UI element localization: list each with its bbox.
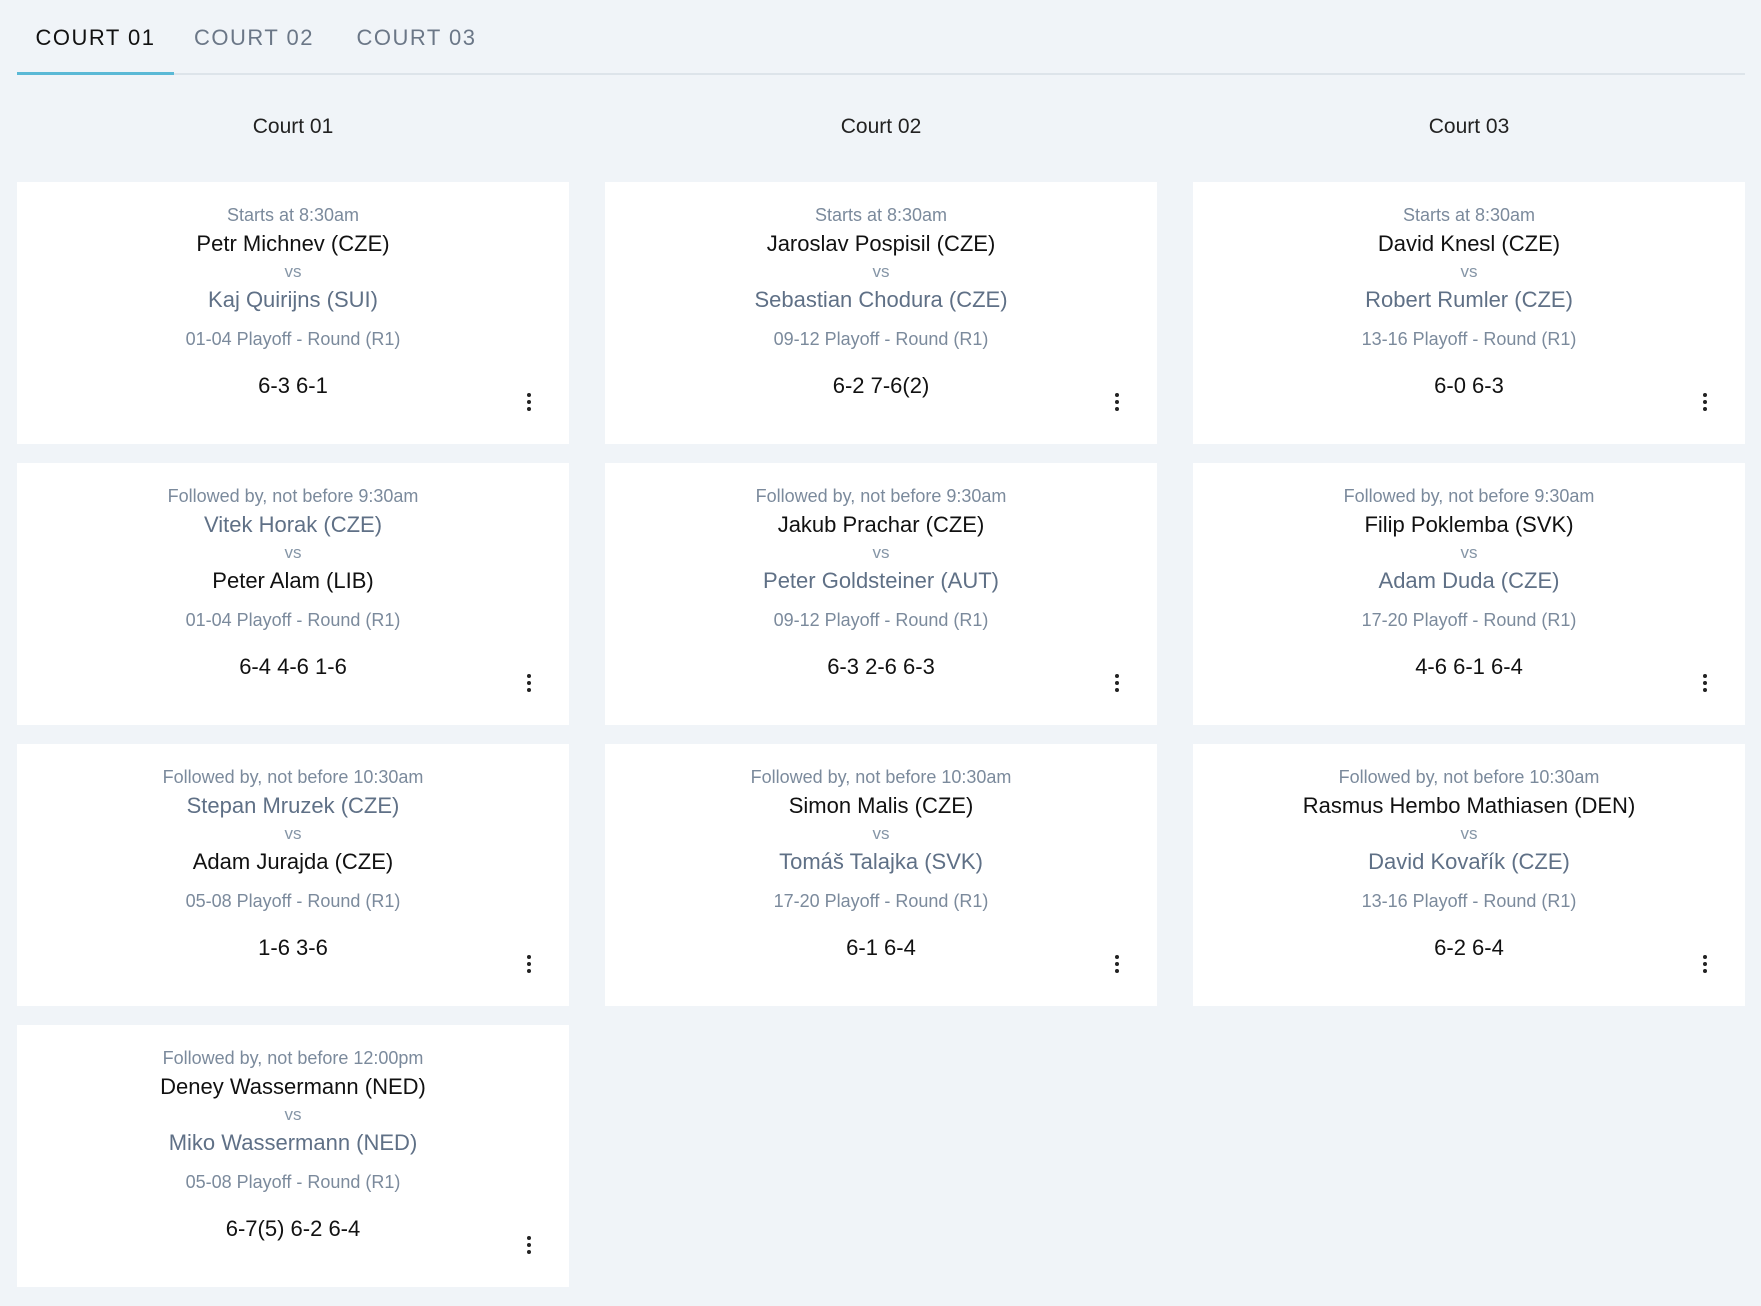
match-round: 17-20 Playoff - Round (R1) bbox=[1361, 610, 1577, 630]
more-options-icon[interactable] bbox=[1695, 951, 1715, 977]
court-column-03: Court 03 Starts at 8:30am David Knesl (CZ… bbox=[1193, 100, 1745, 1306]
match-round: 13-16 Playoff - Round (R1) bbox=[1361, 329, 1577, 349]
match-round: 09-12 Playoff - Round (R1) bbox=[773, 329, 989, 349]
player-two[interactable]: Robert Rumler (CZE) bbox=[1365, 287, 1573, 312]
match-timing: Followed by, not before 10:30am bbox=[1338, 767, 1600, 787]
player-one[interactable]: Jaroslav Pospisil (CZE) bbox=[766, 231, 996, 256]
match-card: Followed by, not before 10:30am Simon Mal… bbox=[605, 744, 1157, 1006]
vs-label: vs bbox=[1460, 262, 1478, 281]
court-tabs: COURT 01 COURT 02 COURT 03 bbox=[17, 0, 1745, 75]
match-score: 6-4 4-6 1-6 bbox=[239, 654, 347, 679]
tab-court-01[interactable]: COURT 01 bbox=[17, 2, 174, 75]
vs-label: vs bbox=[284, 824, 302, 843]
match-card: Followed by, not before 10:30am Rasmus He… bbox=[1193, 744, 1745, 1006]
more-options-icon[interactable] bbox=[1695, 389, 1715, 415]
vs-label: vs bbox=[1460, 543, 1478, 562]
player-one[interactable]: Filip Poklemba (SVK) bbox=[1364, 512, 1574, 537]
vs-label: vs bbox=[872, 824, 890, 843]
courts-grid: Court 01 Starts at 8:30am Petr Michnev (C… bbox=[17, 100, 1745, 1306]
match-timing: Followed by, not before 10:30am bbox=[162, 767, 424, 787]
more-options-icon[interactable] bbox=[519, 670, 539, 696]
match-round: 01-04 Playoff - Round (R1) bbox=[185, 329, 401, 349]
court-column-02: Court 02 Starts at 8:30am Jaroslav Pospis… bbox=[605, 100, 1157, 1306]
player-one[interactable]: Stepan Mruzek (CZE) bbox=[186, 793, 400, 818]
match-card: Followed by, not before 9:30am Jakub Prac… bbox=[605, 463, 1157, 725]
match-timing: Followed by, not before 12:00pm bbox=[162, 1048, 424, 1068]
player-two[interactable]: Peter Alam (LIB) bbox=[212, 568, 374, 593]
player-one[interactable]: Deney Wassermann (NED) bbox=[160, 1074, 426, 1099]
match-timing: Starts at 8:30am bbox=[226, 205, 360, 225]
match-score: 6-1 6-4 bbox=[846, 935, 916, 960]
match-score: 4-6 6-1 6-4 bbox=[1415, 654, 1523, 679]
vs-label: vs bbox=[1460, 824, 1478, 843]
player-two[interactable]: Miko Wassermann (NED) bbox=[168, 1130, 418, 1155]
match-score: 6-3 2-6 6-3 bbox=[827, 654, 935, 679]
more-options-icon[interactable] bbox=[1695, 670, 1715, 696]
more-options-icon[interactable] bbox=[1107, 670, 1127, 696]
match-score: 6-3 6-1 bbox=[258, 373, 328, 398]
more-options-icon[interactable] bbox=[1107, 389, 1127, 415]
more-options-icon[interactable] bbox=[519, 951, 539, 977]
match-score: 6-0 6-3 bbox=[1434, 373, 1504, 398]
player-one[interactable]: Rasmus Hembo Mathiasen (DEN) bbox=[1302, 793, 1636, 818]
match-card: Starts at 8:30am Petr Michnev (CZE) vs Kaj … bbox=[17, 182, 569, 444]
player-two[interactable]: Peter Goldsteiner (AUT) bbox=[763, 568, 999, 593]
vs-label: vs bbox=[284, 262, 302, 281]
court-title: Court 03 bbox=[1428, 115, 1510, 138]
match-timing: Followed by, not before 10:30am bbox=[750, 767, 1012, 787]
match-score: 6-2 7-6(2) bbox=[832, 373, 930, 398]
match-score: 1-6 3-6 bbox=[258, 935, 328, 960]
match-timing: Starts at 8:30am bbox=[814, 205, 948, 225]
court-title: Court 01 bbox=[252, 115, 334, 138]
player-two[interactable]: Sebastian Chodura (CZE) bbox=[754, 287, 1008, 312]
court-column-01: Court 01 Starts at 8:30am Petr Michnev (C… bbox=[17, 100, 569, 1306]
tab-court-03[interactable]: COURT 03 bbox=[356, 24, 477, 50]
match-round: 09-12 Playoff - Round (R1) bbox=[773, 610, 989, 630]
match-round: 05-08 Playoff - Round (R1) bbox=[185, 891, 401, 911]
vs-label: vs bbox=[872, 262, 890, 281]
player-two[interactable]: Adam Duda (CZE) bbox=[1378, 568, 1560, 593]
match-card: Starts at 8:30am Jaroslav Pospisil (CZE) v… bbox=[605, 182, 1157, 444]
match-card: Followed by, not before 12:00pm Deney Was… bbox=[17, 1025, 569, 1287]
player-two[interactable]: Kaj Quirijns (SUI) bbox=[208, 287, 378, 312]
match-round: 05-08 Playoff - Round (R1) bbox=[185, 1172, 401, 1192]
match-round: 13-16 Playoff - Round (R1) bbox=[1361, 891, 1577, 911]
vs-label: vs bbox=[284, 543, 302, 562]
player-one[interactable]: Vitek Horak (CZE) bbox=[203, 512, 383, 537]
vs-label: vs bbox=[284, 1105, 302, 1124]
tab-court-02[interactable]: COURT 02 bbox=[193, 24, 314, 50]
court-title: Court 02 bbox=[840, 115, 922, 138]
match-card: Followed by, not before 9:30am Vitek Hora… bbox=[17, 463, 569, 725]
player-two[interactable]: David Kovařík (CZE) bbox=[1368, 849, 1570, 874]
match-card: Followed by, not before 10:30am Stepan Mr… bbox=[17, 744, 569, 1006]
player-one[interactable]: Petr Michnev (CZE) bbox=[196, 231, 390, 256]
match-round: 17-20 Playoff - Round (R1) bbox=[773, 891, 989, 911]
player-one[interactable]: David Knesl (CZE) bbox=[1377, 231, 1561, 256]
player-one[interactable]: Simon Malis (CZE) bbox=[788, 793, 974, 818]
player-two[interactable]: Adam Jurajda (CZE) bbox=[192, 849, 394, 874]
more-options-icon[interactable] bbox=[519, 389, 539, 415]
match-score: 6-2 6-4 bbox=[1434, 935, 1504, 960]
player-one[interactable]: Jakub Prachar (CZE) bbox=[777, 512, 985, 537]
match-card: Starts at 8:30am David Knesl (CZE) vs Rober… bbox=[1193, 182, 1745, 444]
more-options-icon[interactable] bbox=[519, 1232, 539, 1258]
match-round: 01-04 Playoff - Round (R1) bbox=[185, 610, 401, 630]
match-timing: Followed by, not before 9:30am bbox=[167, 486, 419, 506]
more-options-icon[interactable] bbox=[1107, 951, 1127, 977]
match-card: Followed by, not before 9:30am Filip Pokl… bbox=[1193, 463, 1745, 725]
player-two[interactable]: Tomáš Talajka (SVK) bbox=[779, 849, 983, 874]
match-score: 6-7(5) 6-2 6-4 bbox=[225, 1216, 361, 1241]
match-timing: Followed by, not before 9:30am bbox=[755, 486, 1007, 506]
match-timing: Starts at 8:30am bbox=[1402, 205, 1536, 225]
vs-label: vs bbox=[872, 543, 890, 562]
match-timing: Followed by, not before 9:30am bbox=[1343, 486, 1595, 506]
